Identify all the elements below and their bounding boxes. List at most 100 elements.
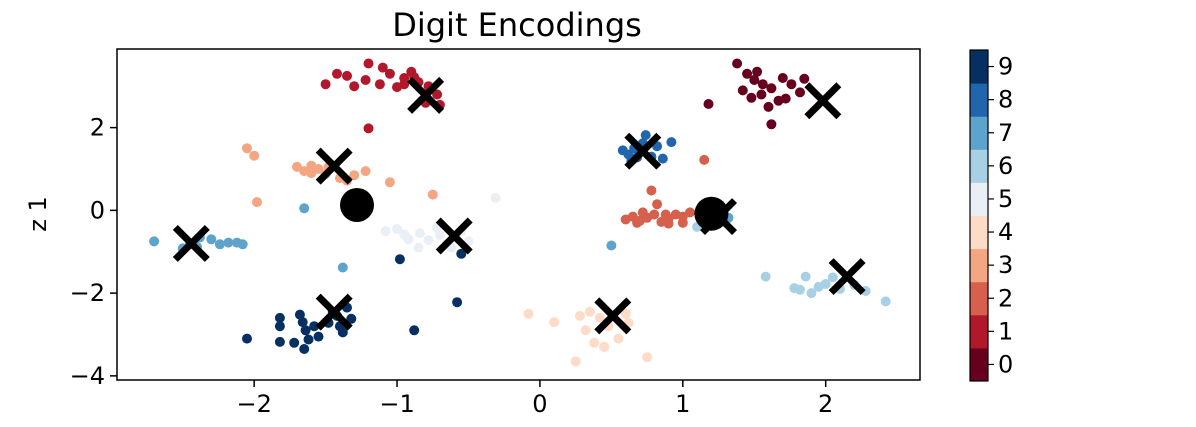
- point-digit-0-14: [799, 73, 810, 84]
- point-digit-2-16: [632, 217, 643, 228]
- point-digit-3-13: [384, 177, 395, 188]
- colorbar-tick-label-6: 6: [998, 152, 1013, 180]
- colorbar-tick-label-0: 0: [998, 350, 1013, 378]
- cross-marker-9: [594, 297, 632, 335]
- x-tick-label--2: −2: [236, 390, 271, 418]
- point-digit-5-1: [392, 224, 402, 234]
- point-digit-9-7: [300, 325, 311, 336]
- point-digit-9-19: [394, 254, 405, 265]
- y-axis: −4 −2 0 2: [70, 114, 117, 390]
- point-digit-1-15: [349, 81, 360, 92]
- colorbar-tick-label-8: 8: [998, 86, 1013, 114]
- point-digit-1-0: [320, 79, 331, 90]
- point-digit-9-18: [346, 313, 357, 324]
- point-digit-0-7: [795, 87, 805, 98]
- colorbar-segment-9: [970, 50, 988, 84]
- point-digit-1-2: [363, 58, 374, 69]
- cross-marker-8: [315, 293, 353, 331]
- point-digit-2-11: [652, 199, 663, 210]
- point-digit-0-4: [766, 83, 777, 94]
- cross-marker-4: [172, 224, 210, 262]
- point-digit-6-2: [795, 284, 805, 295]
- y-tick-label-0: 0: [90, 196, 105, 224]
- colorbar-segment-8: [970, 83, 988, 117]
- point-digit-4-8: [613, 333, 624, 344]
- point-digit-7-4: [206, 234, 217, 245]
- point-digit-9-20: [409, 325, 420, 336]
- point-digit-1-18: [399, 79, 410, 90]
- y-tick-label--4: −4: [70, 362, 105, 390]
- point-digit-9-10: [309, 321, 320, 332]
- point-digit-2-14: [637, 207, 648, 218]
- x-tick-label-1: 1: [675, 390, 690, 418]
- plot-area: [116, 48, 921, 381]
- x-tick-label--1: −1: [379, 390, 414, 418]
- point-digit-9-16: [337, 327, 348, 338]
- colorbar-tick-label-9: 9: [998, 53, 1013, 81]
- point-digit-9-6: [297, 317, 308, 328]
- markers-layer: [172, 76, 866, 335]
- point-digit-7-6: [223, 237, 234, 248]
- colorbar-segment-6: [970, 149, 988, 183]
- colorbar-tick-label-2: 2: [998, 284, 1013, 312]
- point-digit-4-2: [570, 356, 581, 367]
- y-tick-label-2: 2: [90, 114, 105, 142]
- x-axis: −2 −1 0 1 2: [236, 380, 833, 418]
- point-digit-5-14: [399, 229, 410, 240]
- point-digit-9-1: [274, 312, 285, 323]
- x-tick-label-2: 2: [818, 390, 833, 418]
- point-digit-9-21: [452, 297, 463, 308]
- cross-marker-0: [407, 76, 445, 114]
- cross-marker-1: [804, 82, 842, 120]
- point-digit-6-10: [880, 296, 891, 307]
- point-digit-0-2: [749, 75, 760, 85]
- point-digit-0-17: [752, 66, 763, 77]
- colorbar-tick-label-1: 1: [998, 317, 1013, 345]
- colorbar-segment-1: [970, 314, 988, 349]
- point-digit-3-14: [427, 189, 438, 200]
- point-digit-5-9: [490, 193, 501, 203]
- point-digit-4-5: [589, 337, 600, 348]
- cross-marker-7: [828, 258, 866, 296]
- point-digit-0-9: [763, 101, 774, 112]
- point-digit-9-9: [299, 344, 310, 354]
- colorbar-tick-label-4: 4: [998, 218, 1013, 246]
- point-digit-0-11: [737, 85, 748, 96]
- y-tick-label--2: −2: [70, 279, 105, 307]
- point-digit-2-10: [646, 185, 657, 196]
- colorbar-frame: [969, 49, 989, 382]
- plot-frame: [116, 48, 921, 381]
- cross-marker-6: [700, 198, 738, 236]
- point-digit-5-0: [380, 226, 391, 237]
- point-digit-7-8: [237, 239, 248, 250]
- point-digit-1-9: [432, 89, 443, 100]
- point-digit-4-13: [620, 308, 631, 319]
- point-digit-3-15: [306, 168, 317, 179]
- point-digit-0-10: [746, 92, 757, 103]
- point-digit-3-0: [242, 143, 252, 154]
- point-digit-3-2: [252, 197, 262, 208]
- colorbar-tick-label-7: 7: [998, 119, 1013, 147]
- point-digit-4-10: [642, 352, 653, 363]
- colorbar: 0 1 2 3 4 5 6 7 8 9: [969, 49, 1013, 382]
- circle-marker-0: [340, 188, 374, 222]
- point-digit-2-17: [660, 209, 671, 220]
- point-digit-2-4: [649, 209, 660, 220]
- point-digit-1-4: [384, 68, 395, 79]
- point-digit-0-12: [756, 89, 767, 100]
- point-digit-6-0: [760, 271, 771, 282]
- point-digit-0-5: [777, 73, 788, 83]
- point-digit-3-1: [249, 150, 260, 161]
- chart-title: Digit Encodings: [392, 6, 642, 44]
- point-digit-6-12: [827, 272, 838, 283]
- point-digit-4-1: [549, 317, 560, 328]
- point-digit-9-0: [242, 333, 252, 344]
- point-digit-7-0: [149, 236, 160, 247]
- point-digit-1-17: [374, 79, 385, 90]
- point-digit-0-13: [780, 93, 791, 104]
- point-digit-9-11: [313, 331, 324, 342]
- point-digit-7-10: [337, 262, 348, 273]
- point-digit-8-8: [666, 137, 677, 148]
- point-digit-5-5: [434, 230, 445, 241]
